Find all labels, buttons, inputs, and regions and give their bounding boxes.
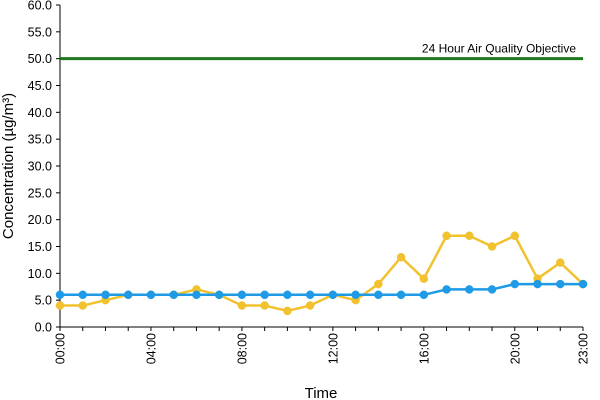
x-tick-label: 23:00: [577, 333, 591, 364]
x-tick-label: 04:00: [144, 333, 158, 364]
data-point: [214, 290, 224, 300]
y-axis-title: Concentration (µg/m³): [0, 93, 17, 239]
data-point: [396, 252, 406, 262]
x-tick-label: 16:00: [417, 333, 431, 364]
data-point: [487, 285, 497, 294]
data-point: [260, 290, 269, 300]
data-point: [78, 290, 87, 300]
y-tick-label: 25.0: [28, 186, 52, 200]
x-tick-label: 08:00: [235, 333, 249, 364]
data-point: [351, 290, 360, 300]
data-point: [442, 285, 451, 294]
data-point: [101, 290, 110, 300]
x-tick-label: 00:00: [54, 333, 68, 364]
data-point: [169, 290, 178, 300]
series-line: [60, 234, 584, 313]
data-point: [487, 242, 497, 251]
data-point: [260, 301, 269, 310]
data-point: [55, 301, 65, 310]
y-axis-ticks: 0.0 5.0 10.0 15.0 20.0 25.0 30.0 35.0 40.0 45.0 50…: [28, 0, 60, 335]
series-1: [55, 231, 588, 316]
data-point: [237, 301, 247, 310]
data-point: [305, 301, 315, 310]
x-axis-title: Time: [305, 385, 338, 400]
y-tick-label: 45.0: [28, 79, 52, 93]
data-point: [374, 290, 383, 300]
data-point: [556, 258, 565, 267]
reference-line-group: 24 Hour Air Quality Objective: [60, 42, 583, 61]
y-tick-label: 55.0: [28, 25, 52, 39]
data-point: [419, 290, 429, 300]
data-point: [283, 306, 292, 316]
data-point: [419, 274, 429, 283]
y-tick-label: 5.0: [35, 294, 52, 308]
data-point: [123, 290, 133, 300]
data-point: [465, 285, 474, 294]
data-point: [192, 290, 201, 300]
data-point: [533, 279, 542, 289]
y-tick-label: 50.0: [28, 52, 52, 66]
x-tick-label: 12:00: [326, 333, 340, 364]
data-point: [283, 290, 292, 300]
data-point: [578, 279, 588, 289]
data-point: [510, 279, 520, 289]
data-point: [374, 279, 383, 289]
data-point: [78, 301, 87, 310]
data-point: [146, 290, 156, 300]
y-tick-label: 35.0: [28, 133, 52, 147]
data-point: [510, 231, 520, 241]
data-point: [465, 231, 474, 241]
y-tick-label: 15.0: [28, 240, 52, 254]
series: [55, 231, 588, 316]
x-axis-ticks: 00:00 04:00 08:00 12:00 16:00 20:00 23:00: [54, 327, 591, 364]
y-tick-label: 0.0: [35, 321, 52, 335]
x-tick-label: 20:00: [508, 333, 522, 364]
data-point: [556, 279, 565, 289]
y-tick-label: 60.0: [28, 0, 52, 13]
data-point: [442, 231, 451, 241]
series-line: [60, 282, 583, 297]
air-quality-objective-label: 24 Hour Air Quality Objective: [422, 42, 576, 56]
y-tick-label: 20.0: [28, 213, 52, 227]
y-tick-label: 40.0: [28, 106, 52, 120]
data-point: [328, 290, 338, 300]
y-tick-label: 10.0: [28, 267, 52, 281]
y-tick-label: 30.0: [28, 160, 52, 174]
data-point: [396, 290, 406, 300]
data-point: [237, 290, 247, 300]
series-2: [55, 279, 588, 300]
data-point: [55, 290, 65, 300]
data-point: [305, 290, 315, 300]
